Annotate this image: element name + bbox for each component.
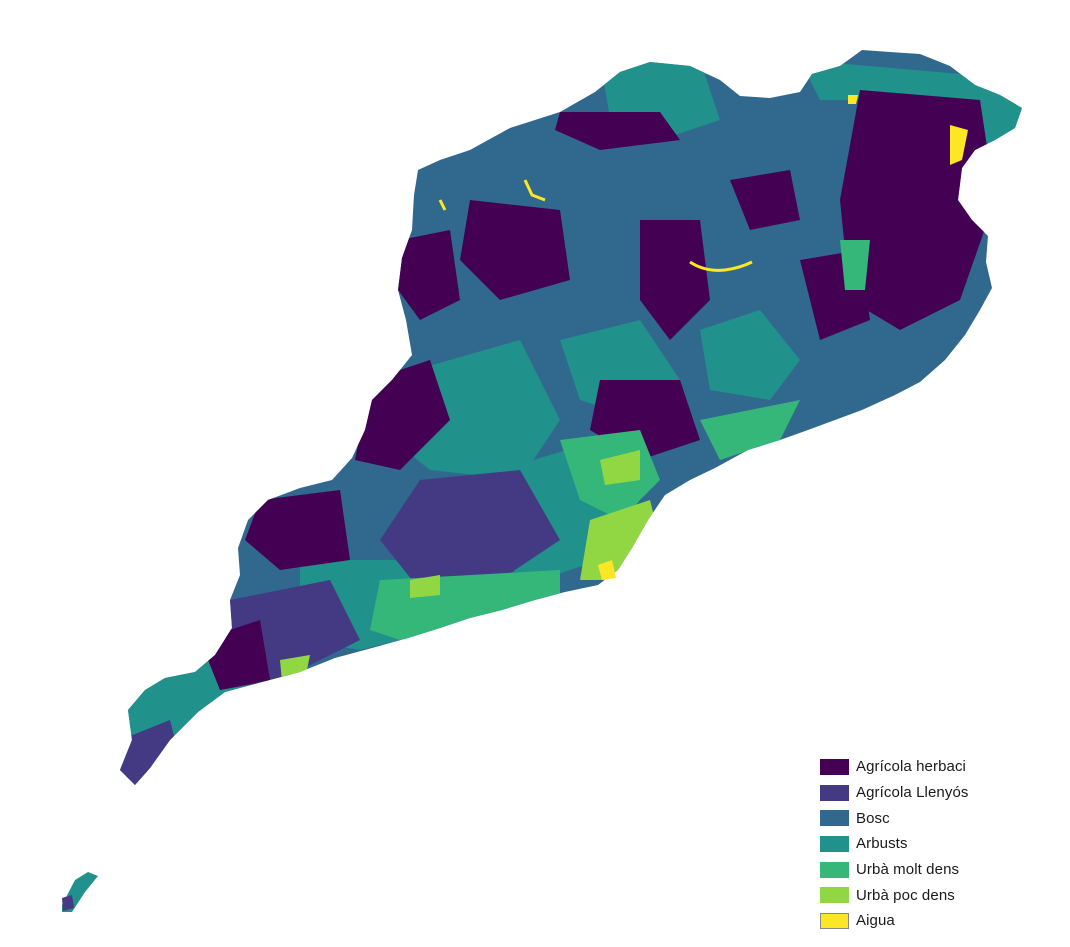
legend-item-aigua: Aigua — [820, 908, 1060, 934]
map-legend: Agrícola herbaci Agrícola Llenyós Bosc A… — [820, 754, 1060, 934]
legend-swatch — [820, 810, 849, 827]
legend-label: Arbusts — [856, 835, 908, 853]
legend-item-bosc: Bosc — [820, 805, 1060, 831]
legend-item-urba-molt-dens: Urbà molt dens — [820, 857, 1060, 883]
legend-item-urba-poc-dens: Urbà poc dens — [820, 882, 1060, 908]
legend-swatch — [820, 861, 849, 878]
legend-swatch — [820, 835, 849, 852]
legend-swatch — [820, 912, 849, 929]
legend-label: Urbà molt dens — [856, 861, 960, 879]
legend-item-agricola-llenyos: Agrícola Llenyós — [820, 780, 1060, 806]
legend-label: Agrícola Llenyós — [856, 784, 969, 802]
legend-label: Bosc — [856, 809, 890, 827]
legend-label: Aigua — [856, 912, 895, 930]
legend-label: Urbà poc dens — [856, 886, 955, 904]
legend-item-arbusts: Arbusts — [820, 831, 1060, 857]
legend-item-agricola-herbaci: Agrícola herbaci — [820, 754, 1060, 780]
water-features — [438, 95, 968, 580]
legend-swatch — [820, 784, 849, 801]
legend-swatch — [820, 887, 849, 904]
legend-swatch — [820, 758, 849, 775]
legend-label: Agrícola herbaci — [856, 758, 966, 776]
